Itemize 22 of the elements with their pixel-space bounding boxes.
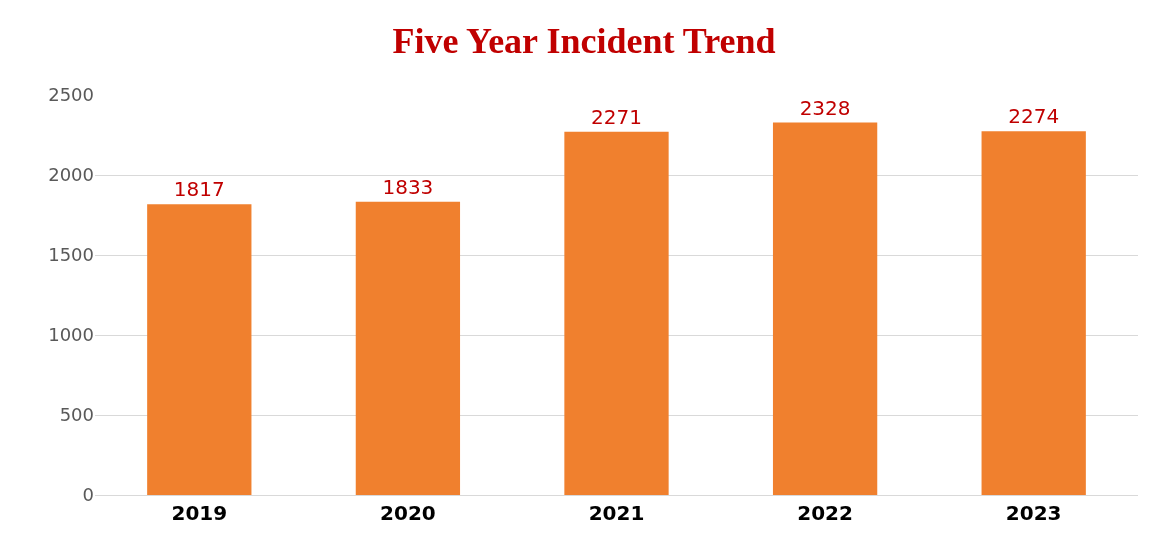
x-tick-label: 2022 bbox=[797, 501, 853, 525]
y-tick-label: 2500 bbox=[48, 84, 94, 106]
x-tick-label: 2020 bbox=[380, 501, 436, 525]
chart-title: Five Year Incident Trend bbox=[392, 20, 776, 61]
data-label: 2328 bbox=[799, 95, 851, 120]
y-tick-label: 0 bbox=[82, 484, 94, 506]
x-tick-label: 2023 bbox=[1005, 501, 1062, 525]
data-label: 2274 bbox=[1008, 104, 1060, 129]
y-tick-label: 500 bbox=[59, 404, 94, 426]
bar bbox=[564, 131, 669, 495]
data-label: 2271 bbox=[591, 104, 642, 129]
bar bbox=[147, 204, 252, 495]
data-label: 1833 bbox=[382, 174, 434, 199]
x-tick-label: 2019 bbox=[171, 501, 228, 525]
data-label: 1817 bbox=[173, 177, 225, 202]
bar bbox=[772, 122, 878, 495]
x-tick-label: 2021 bbox=[588, 501, 645, 525]
y-tick-label: 1000 bbox=[48, 324, 94, 346]
y-tick-label: 2000 bbox=[48, 164, 94, 186]
bar bbox=[355, 201, 461, 495]
y-tick-label: 1500 bbox=[48, 244, 94, 266]
bar bbox=[981, 131, 1086, 495]
